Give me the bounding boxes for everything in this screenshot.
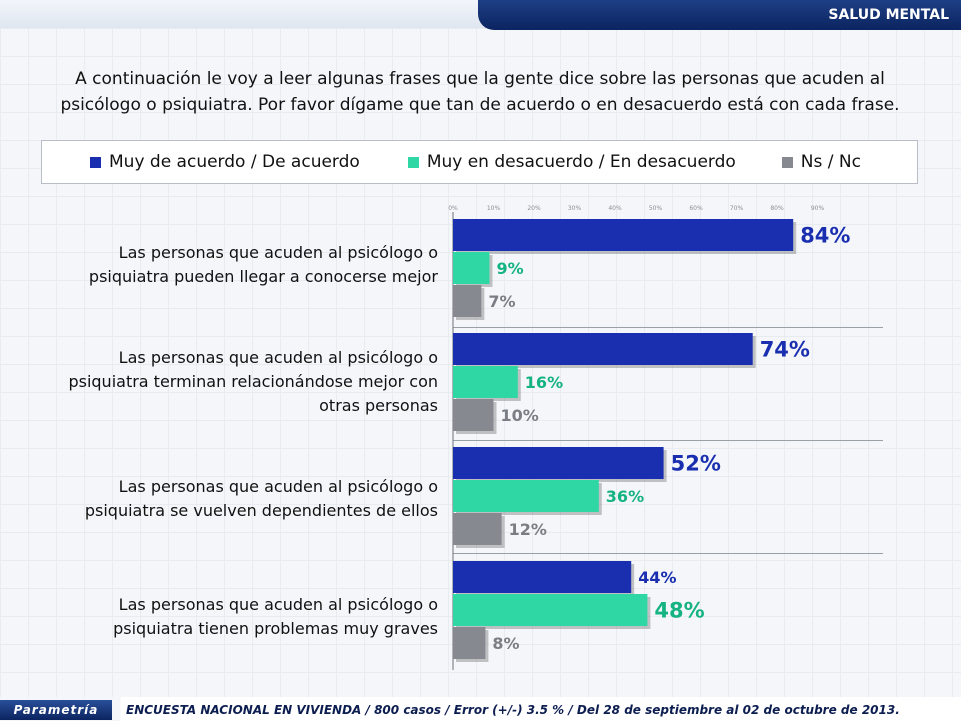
chart-legend: Muy de acuerdo / De acuerdo Muy en desac… — [41, 140, 918, 184]
bar-agree — [453, 219, 794, 251]
data-label-disagree: 48% — [654, 599, 704, 623]
axis-tick-label: 60% — [689, 205, 703, 212]
data-label-agree: 52% — [671, 452, 721, 476]
question-text: A continuación le voy a leer algunas fra… — [60, 69, 900, 115]
bar-agree — [453, 447, 664, 479]
legend-item-agree: Muy de acuerdo / De acuerdo — [90, 152, 360, 172]
data-label-agree: 84% — [800, 224, 850, 248]
legend-item-nsnc: Ns / Nc — [781, 152, 861, 172]
bar-disagree — [453, 594, 648, 626]
bar-agree — [453, 561, 632, 593]
data-label-disagree: 9% — [496, 259, 523, 278]
bar-agree — [453, 333, 753, 365]
category-label: Las personas que acuden al psicólogo o p… — [84, 477, 438, 520]
legend-item-disagree: Muy en desacuerdo / En desacuerdo — [407, 152, 736, 172]
axis-tick-label: 10% — [487, 205, 501, 212]
legend-swatch-agree — [90, 156, 101, 168]
row-divider — [453, 553, 883, 554]
footer-bar — [0, 697, 961, 721]
axis-tick-label: 80% — [770, 205, 784, 212]
section-title: SALUD MENTAL — [478, 0, 961, 30]
bar-disagree — [453, 480, 599, 512]
axis-tick-label: 40% — [608, 205, 622, 212]
data-label-agree: 44% — [638, 568, 676, 587]
data-label-disagree: 36% — [606, 487, 644, 506]
legend-label-disagree: Muy en desacuerdo / En desacuerdo — [426, 152, 736, 172]
axis-tick-label: 70% — [730, 205, 744, 212]
footer-logo: Parametría — [0, 700, 112, 720]
axis-tick-label: 20% — [527, 205, 541, 212]
row-divider — [453, 440, 883, 441]
data-label-disagree: 16% — [525, 373, 563, 392]
bar-nsnc — [453, 513, 502, 545]
data-label-nsnc: 7% — [488, 292, 515, 311]
bar-nsnc — [453, 627, 486, 659]
legend-label-nsnc: Ns / Nc — [800, 152, 861, 172]
axis-tick-label: 30% — [568, 205, 582, 212]
data-label-nsnc: 12% — [509, 520, 547, 539]
axis-tick-label: 90% — [811, 205, 825, 212]
data-label-nsnc: 8% — [492, 634, 519, 653]
category-label: Las personas que acuden al psicólogo o p… — [68, 348, 438, 415]
bar-nsnc — [453, 399, 494, 431]
bar-disagree — [453, 366, 518, 398]
legend-swatch-nsnc — [781, 156, 793, 168]
footer-text: ENCUESTA NACIONAL EN VIVIENDA / 800 caso… — [126, 703, 900, 717]
bar-disagree — [453, 252, 490, 284]
row-divider — [453, 327, 883, 328]
data-label-nsnc: 10% — [501, 406, 539, 425]
data-label-agree: 74% — [760, 338, 810, 362]
legend-swatch-disagree — [407, 156, 419, 168]
axis-tick-label: 0% — [448, 205, 458, 212]
legend-label-agree: Muy de acuerdo / De acuerdo — [109, 152, 360, 172]
bar-nsnc — [453, 285, 482, 317]
category-label: Las personas que acuden al psicólogo o p… — [88, 243, 438, 286]
axis-tick-label: 50% — [649, 205, 663, 212]
category-label: Las personas que acuden al psicólogo o p… — [113, 595, 438, 638]
